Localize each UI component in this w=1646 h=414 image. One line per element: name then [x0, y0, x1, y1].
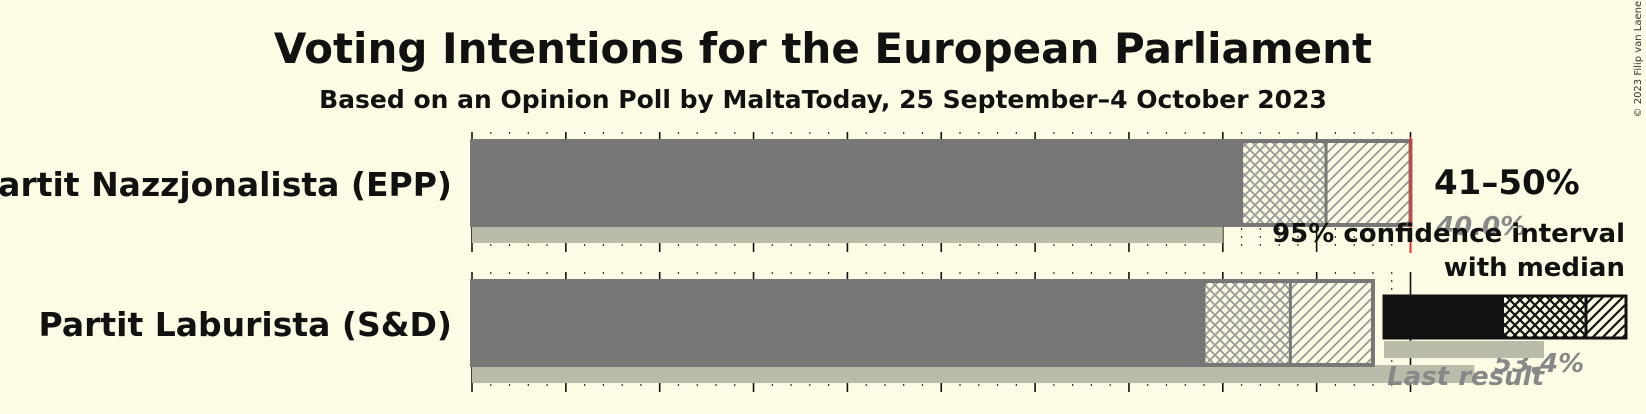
category-label: Partit Laburista (S&D) [39, 305, 452, 344]
legend-ci-label: 95% confidence interval [1272, 219, 1625, 249]
range-label: 41–50% [1434, 163, 1580, 203]
legend-median-label: with median [1444, 253, 1625, 283]
last-result-bar [472, 225, 1223, 243]
chart-title: Voting Intentions for the European Parli… [274, 24, 1372, 73]
legend-last-bar [1384, 341, 1544, 358]
copyright: © 2023 Filip van Laenen [1633, 0, 1644, 117]
legend: 95% confidence interval with median Last r… [1272, 219, 1628, 392]
bars: Partit Nazzjonalista (EPP) 41–50% 40.0% Par… [0, 137, 1584, 383]
bar [472, 141, 1242, 225]
ci-upper-band [1290, 281, 1373, 365]
category-label: Partit Nazzjonalista (EPP) [0, 165, 452, 204]
bar [472, 281, 1205, 365]
ci-lower-band [1204, 281, 1291, 365]
last-result-bar [472, 365, 1475, 383]
legend-last-label: Last result [1387, 362, 1545, 392]
chart-subtitle: Based on an Opinion Poll by MaltaToday, … [319, 85, 1327, 114]
last-result-label: 40.0% [1435, 212, 1526, 242]
legend-solid [1384, 296, 1504, 338]
bar-outline [470, 279, 1375, 367]
legend-outline [1382, 294, 1628, 340]
ci-upper-band [1326, 141, 1411, 225]
legend-cross [1504, 296, 1586, 338]
ci-lower-band [1241, 141, 1327, 225]
legend-diag [1586, 296, 1626, 338]
